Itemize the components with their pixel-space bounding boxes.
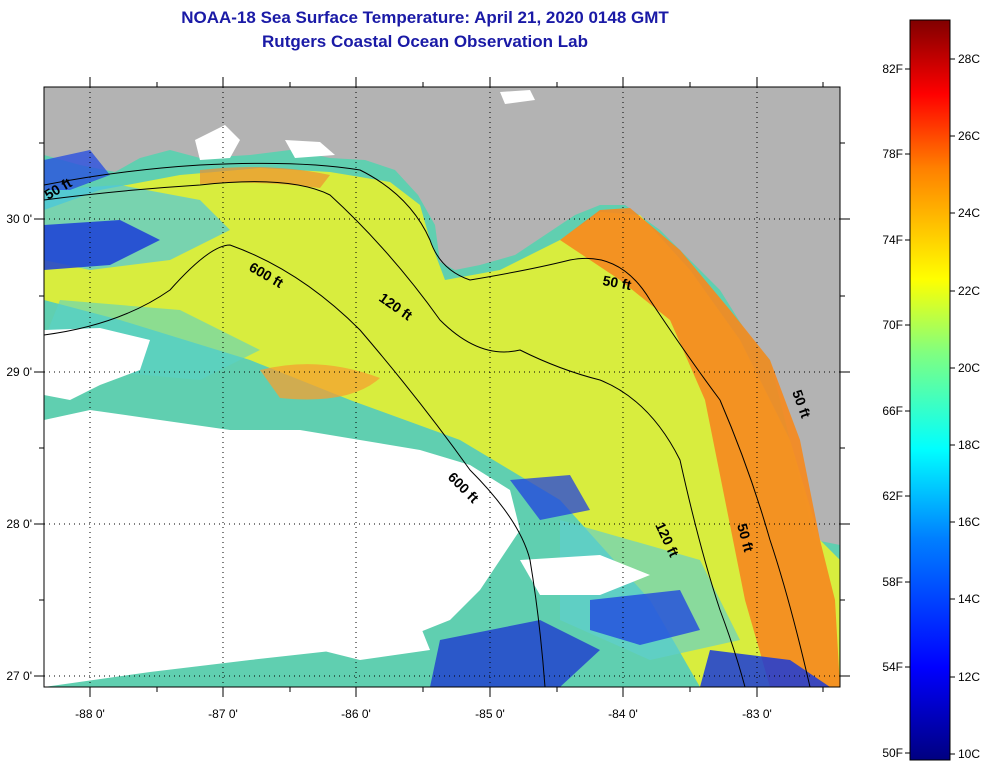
colorbar-ticks <box>905 58 955 755</box>
cloud-mass-main <box>44 410 520 687</box>
cb-label-54f: 54F <box>882 660 903 674</box>
colorbar-fahrenheit-labels: 82F 78F 74F 70F 66F 62F 58F 54F 50F <box>882 62 903 760</box>
contour-120ft <box>44 181 746 687</box>
cb-label-18c: 18C <box>958 438 980 452</box>
contour-label-50ft-south: 50 ft <box>734 522 757 554</box>
cb-label-14c: 14C <box>958 592 980 606</box>
land-area <box>44 87 840 545</box>
blue-patch-5 <box>510 475 590 520</box>
lon-label-85: -85 0' <box>475 707 505 721</box>
blue-patch <box>44 220 160 270</box>
map-panel <box>44 87 840 687</box>
blue-patch-3 <box>430 620 600 687</box>
cb-label-10c: 10C <box>958 747 980 761</box>
contour-label-50ft-northeast: 50 ft <box>601 272 632 293</box>
orange-zone <box>560 208 840 687</box>
cb-label-28c: 28C <box>958 52 980 66</box>
colorbar <box>909 19 951 761</box>
map-frame <box>43 86 841 688</box>
cb-label-70f: 70F <box>882 318 903 332</box>
lat-label-29: 29 0' <box>6 365 32 379</box>
longitude-labels: -88 0' -87 0' -86 0' -85 0' -84 0' -83 0… <box>75 707 772 721</box>
contour-50ft-north <box>44 162 811 687</box>
cloud-northeast <box>285 140 335 158</box>
orange-coast-strip <box>200 166 330 188</box>
cloud-south-center <box>320 620 430 660</box>
cloud-west <box>44 328 150 400</box>
cb-label-12c: 12C <box>958 670 980 684</box>
cloud-east-patch <box>520 555 650 595</box>
cloud-spot <box>500 90 535 104</box>
blue-patch-6 <box>700 650 830 687</box>
contour-600ft <box>44 244 546 687</box>
cb-label-50f: 50F <box>882 746 903 760</box>
cb-label-26c: 26C <box>958 129 980 143</box>
cb-label-58f: 58F <box>882 575 903 589</box>
map-title: NOAA-18 Sea Surface Temperature: April 2… <box>181 8 669 27</box>
lon-label-84: -84 0' <box>608 707 638 721</box>
lat-label-27: 27 0' <box>6 669 32 683</box>
lat-label-28: 28 0' <box>6 517 32 531</box>
cb-label-66f: 66F <box>882 404 903 418</box>
cb-label-22c: 22C <box>958 284 980 298</box>
lat-label-30: 30 0' <box>6 212 32 226</box>
lon-label-83: -83 0' <box>742 707 772 721</box>
cb-label-82f: 82F <box>882 62 903 76</box>
axis-ticks <box>34 77 850 697</box>
cb-label-62f: 62F <box>882 489 903 503</box>
colorbar-celsius-labels: 28C 26C 24C 22C 20C 18C 16C 14C 12C 10C <box>958 52 980 761</box>
map-grid <box>44 87 840 687</box>
cb-label-78f: 78F <box>882 147 903 161</box>
blue-patch-2 <box>44 150 110 190</box>
cb-label-16c: 16C <box>958 515 980 529</box>
orange-patch <box>260 364 380 400</box>
cloud-north <box>195 125 240 160</box>
lon-label-88: -88 0' <box>75 707 105 721</box>
cb-label-24c: 24C <box>958 206 980 220</box>
bathymetry-contours <box>44 162 811 687</box>
lon-label-86: -86 0' <box>341 707 371 721</box>
cb-label-74f: 74F <box>882 233 903 247</box>
lon-label-87: -87 0' <box>208 707 238 721</box>
cb-label-20c: 20C <box>958 361 980 375</box>
map-subtitle: Rutgers Coastal Ocean Observation Lab <box>262 32 588 51</box>
latitude-labels: 30 0' 29 0' 28 0' 27 0' <box>6 212 32 683</box>
blue-patch-4 <box>590 590 700 645</box>
